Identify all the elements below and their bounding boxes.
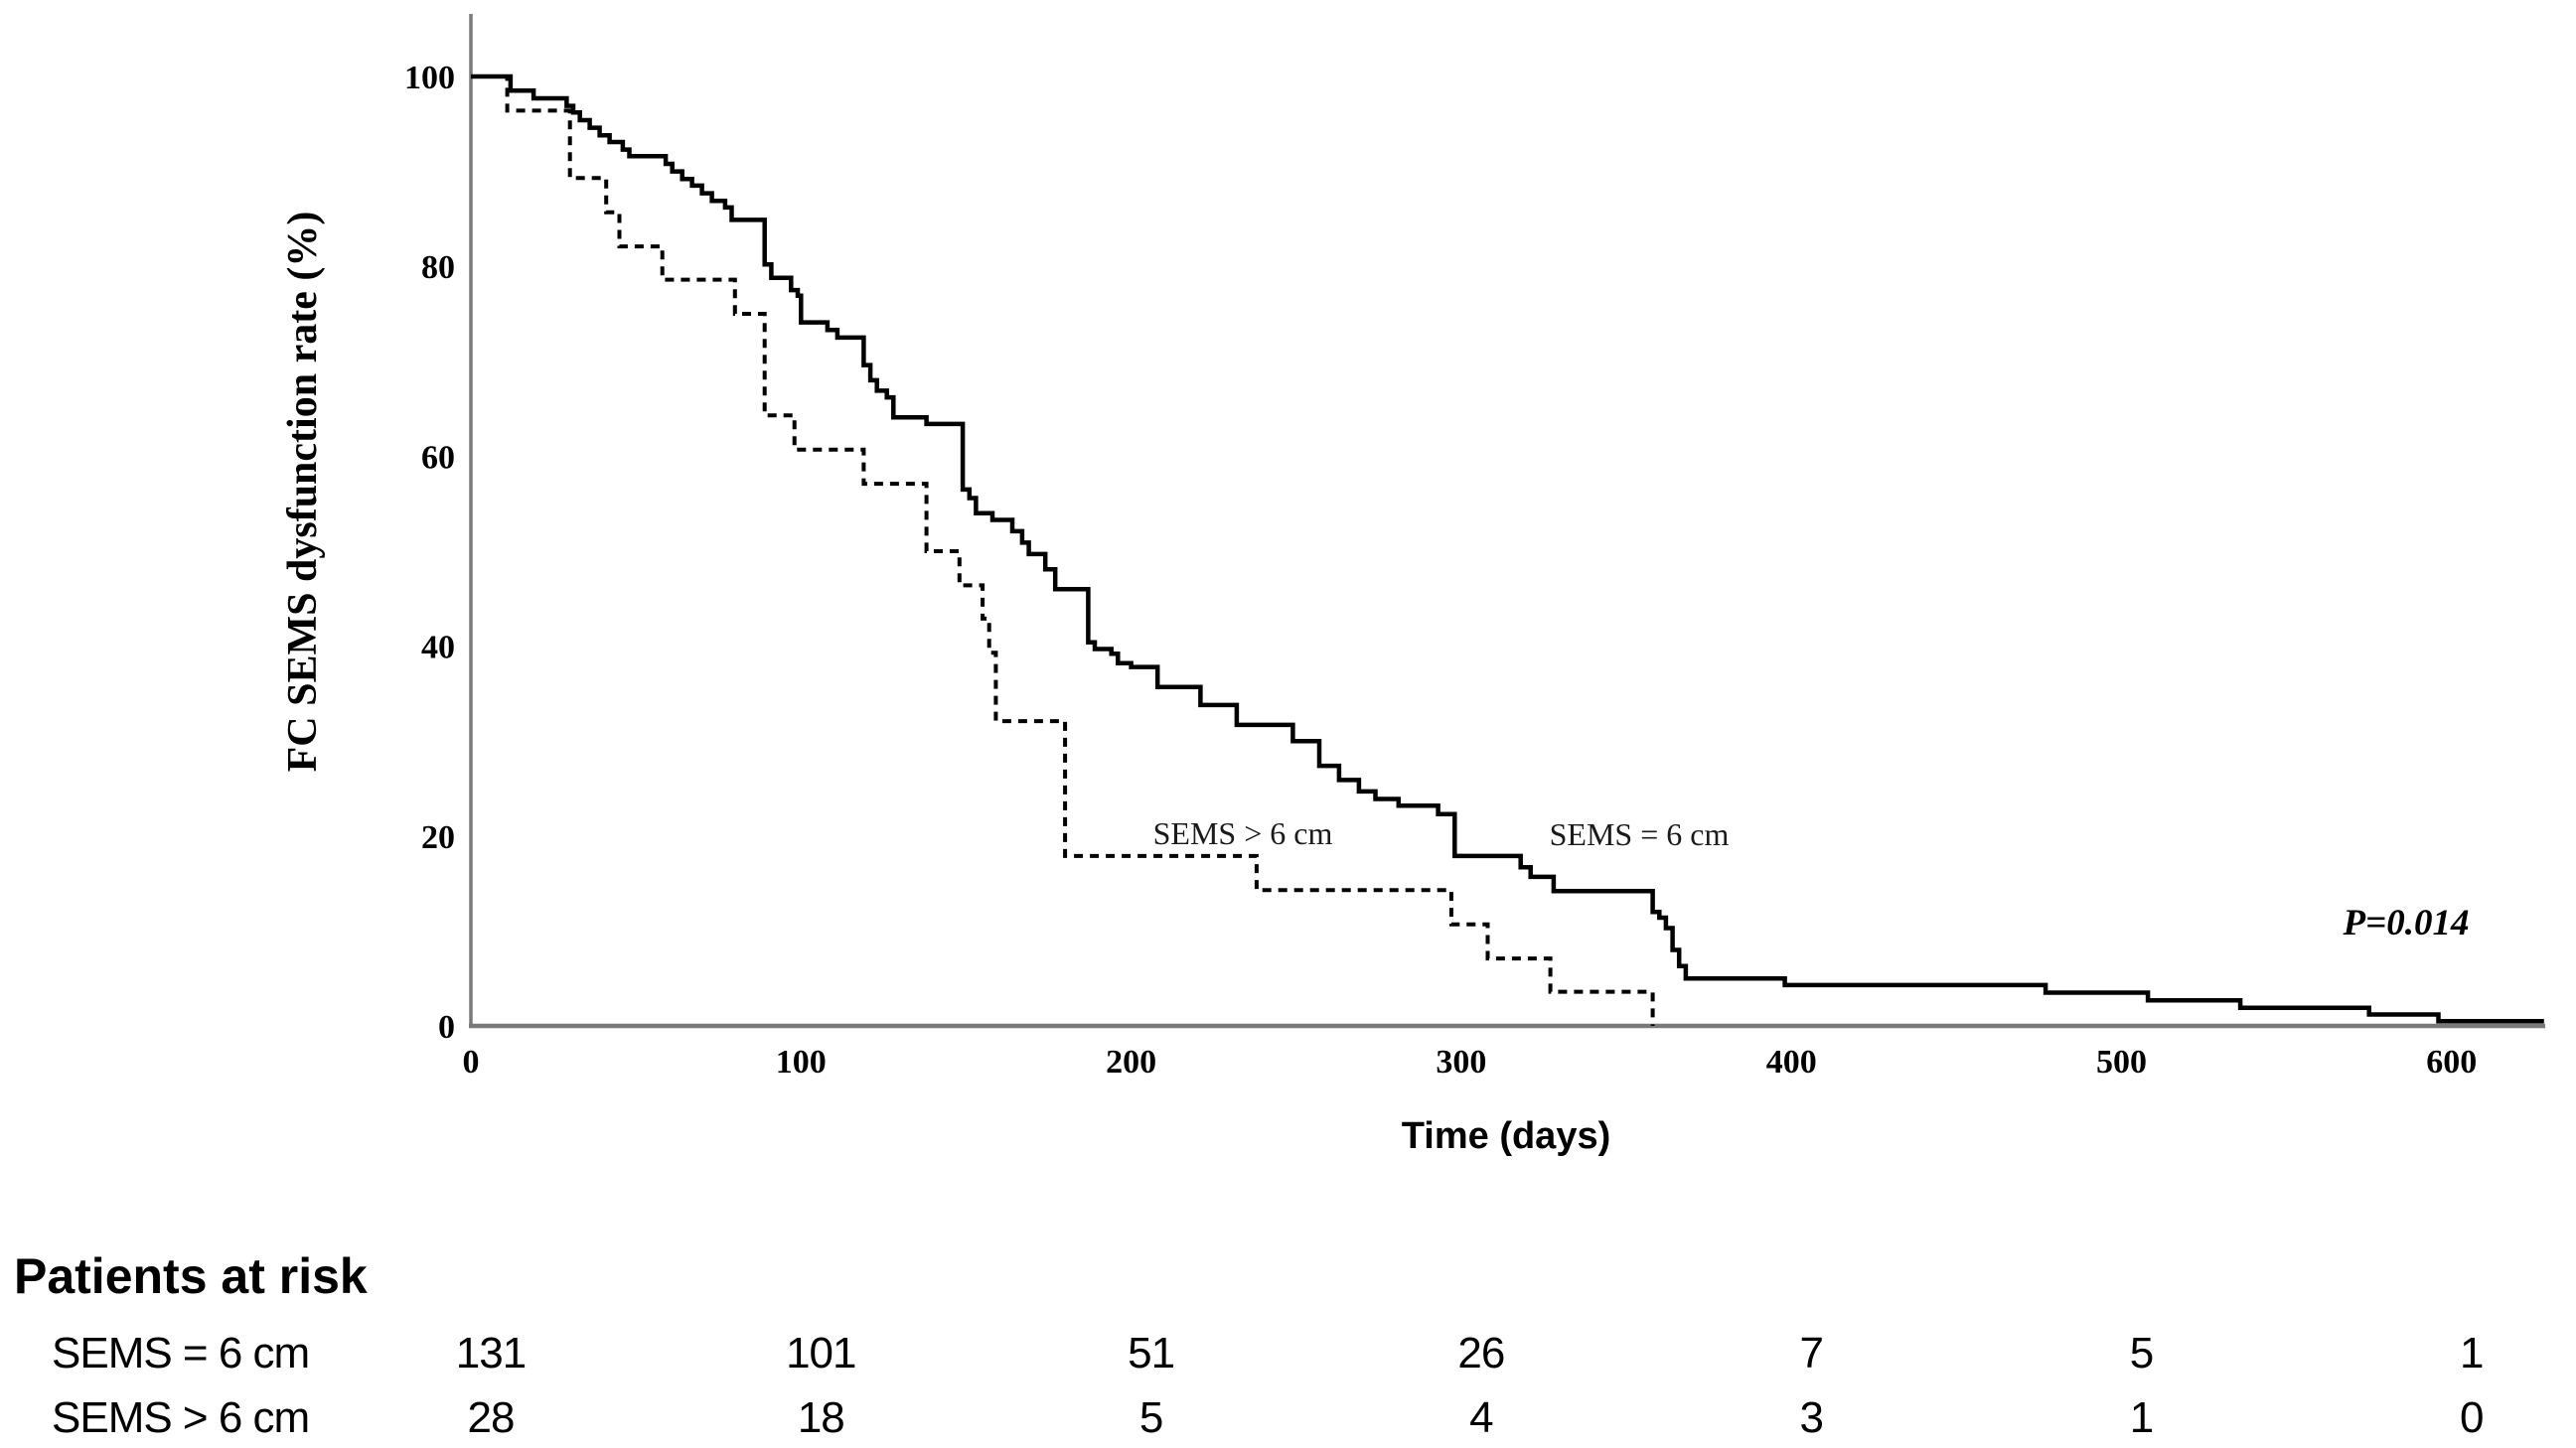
risk-table: Patients at risk SEMS = 6 cm SEMS > 6 cm… (14, 1248, 2485, 1442)
risk-count: 5 (1139, 1393, 1162, 1442)
risk-row-label-sems-gt-6cm: SEMS > 6 cm (52, 1393, 309, 1442)
y-tick-label: 0 (438, 1009, 455, 1046)
y-axis-title: FC SEMS dysfunction rate (%) (280, 212, 326, 773)
y-axis-ticks: 0 20 40 60 80 100 (404, 60, 455, 1046)
y-tick-label: 60 (421, 439, 455, 476)
x-tick-label: 400 (1766, 1044, 1817, 1081)
risk-count: 7 (1799, 1329, 1822, 1377)
km-curve-solid-sems-eq-6cm (471, 73, 2544, 1024)
x-tick-label: 300 (1436, 1044, 1486, 1081)
risk-count: 3 (1799, 1393, 1822, 1442)
x-tick-label: 500 (2096, 1044, 2147, 1081)
curve-label-sems-gt-6cm: SEMS > 6 cm (1153, 815, 1333, 851)
risk-counts: 131 101 51 26 7 5 128 18 5 4 3 1 0 (456, 1329, 2485, 1442)
y-tick-label: 80 (421, 249, 455, 286)
risk-count: 5 (2130, 1329, 2153, 1377)
curve-label-sems-eq-6cm: SEMS = 6 cm (1550, 816, 1730, 852)
x-tick-label: 0 (463, 1044, 480, 1081)
risk-count: 28 (468, 1393, 515, 1442)
y-tick-label: 100 (404, 60, 455, 96)
risk-count: 1 (2130, 1393, 2153, 1442)
p-value-annotation: P=0.014 (2343, 903, 2470, 943)
y-tick-label: 20 (421, 819, 455, 856)
x-tick-label: 200 (1106, 1044, 1156, 1081)
risk-count: 101 (786, 1329, 855, 1377)
km-curve-dashed-sems-gt-6cm (471, 74, 1655, 1026)
x-axis-ticks: 0 100 200 300 400 500 600 (463, 1044, 2478, 1081)
risk-count: 1 (2460, 1329, 2483, 1377)
risk-row-label-sems-eq-6cm: SEMS = 6 cm (52, 1329, 309, 1377)
axes (469, 14, 2545, 1029)
risk-table-title: Patients at risk (14, 1248, 368, 1304)
x-tick-label: 100 (776, 1044, 827, 1081)
risk-count: 0 (2460, 1393, 2483, 1442)
risk-count: 26 (1457, 1329, 1504, 1377)
x-tick-label: 600 (2426, 1044, 2477, 1081)
risk-count: 4 (1469, 1393, 1493, 1442)
y-tick-label: 40 (421, 630, 455, 666)
risk-count: 51 (1128, 1329, 1174, 1377)
risk-count: 18 (798, 1393, 844, 1442)
risk-count: 131 (456, 1329, 526, 1377)
x-axis-title: Time (days) (1402, 1115, 1610, 1157)
